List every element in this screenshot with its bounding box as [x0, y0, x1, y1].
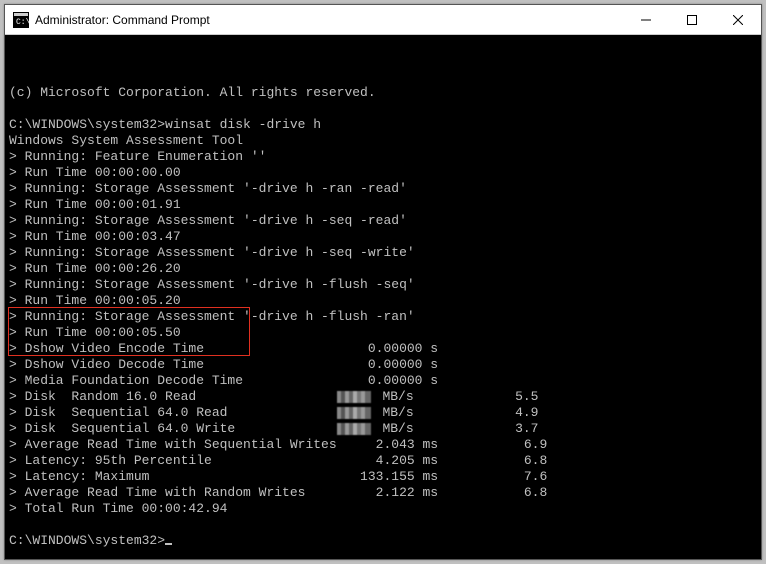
- disk-metric-line: > Disk Sequential 64.0 Read MB/s 4.9: [9, 405, 757, 421]
- terminal-line: > Running: Storage Assessment '-drive h …: [9, 213, 757, 229]
- maximize-button[interactable]: [669, 5, 715, 34]
- terminal-line: > Run Time 00:00:05.50: [9, 325, 757, 341]
- titlebar[interactable]: C:\ Administrator: Command Prompt: [5, 5, 761, 35]
- terminal-line: > Run Time 00:00:05.20: [9, 293, 757, 309]
- tool-name-line: Windows System Assessment Tool: [9, 133, 757, 149]
- close-button[interactable]: [715, 5, 761, 34]
- obscured-value: [337, 391, 371, 403]
- metric-line: > Dshow Video Decode Time 0.00000 s: [9, 357, 757, 373]
- svg-text:C:\: C:\: [16, 18, 29, 27]
- avg-metric-line: > Average Read Time with Random Writes 2…: [9, 485, 757, 501]
- terminal-line: > Run Time 00:00:01.91: [9, 197, 757, 213]
- cursor: [165, 543, 172, 545]
- metric-line: > Dshow Video Encode Time 0.00000 s: [9, 341, 757, 357]
- prompt-line: C:\WINDOWS\system32>: [9, 533, 757, 549]
- terminal-line: > Run Time 00:00:00.00: [9, 165, 757, 181]
- avg-metric-line: > Latency: Maximum 133.155 ms 7.6: [9, 469, 757, 485]
- metric-line: > Media Foundation Decode Time 0.00000 s: [9, 373, 757, 389]
- disk-metric-line: > Disk Sequential 64.0 Write MB/s 3.7: [9, 421, 757, 437]
- terminal-line: [9, 517, 757, 533]
- copyright-line: (c) Microsoft Corporation. All rights re…: [9, 85, 757, 101]
- cmd-icon: C:\: [13, 12, 29, 28]
- terminal-line: > Running: Feature Enumeration '': [9, 149, 757, 165]
- terminal-line: > Running: Storage Assessment '-drive h …: [9, 245, 757, 261]
- minimize-button[interactable]: [623, 5, 669, 34]
- window-controls: [623, 5, 761, 34]
- terminal-line: > Running: Storage Assessment '-drive h …: [9, 309, 757, 325]
- obscured-value: [337, 407, 371, 419]
- terminal-line: > Run Time 00:00:26.20: [9, 261, 757, 277]
- window-title: Administrator: Command Prompt: [35, 13, 623, 27]
- terminal-line: > Run Time 00:00:03.47: [9, 229, 757, 245]
- total-line: > Total Run Time 00:00:42.94: [9, 501, 757, 517]
- terminal-output[interactable]: (c) Microsoft Corporation. All rights re…: [5, 35, 761, 559]
- disk-metric-line: > Disk Random 16.0 Read MB/s 5.5: [9, 389, 757, 405]
- command-prompt-window: C:\ Administrator: Command Prompt (c) Mi…: [4, 4, 762, 560]
- terminal-line: > Running: Storage Assessment '-drive h …: [9, 277, 757, 293]
- avg-metric-line: > Latency: 95th Percentile 4.205 ms 6.8: [9, 453, 757, 469]
- terminal-line: [9, 101, 757, 117]
- obscured-value: [337, 423, 371, 435]
- terminal-line: > Running: Storage Assessment '-drive h …: [9, 181, 757, 197]
- command-line: C:\WINDOWS\system32>winsat disk -drive h: [9, 117, 757, 133]
- avg-metric-line: > Average Read Time with Sequential Writ…: [9, 437, 757, 453]
